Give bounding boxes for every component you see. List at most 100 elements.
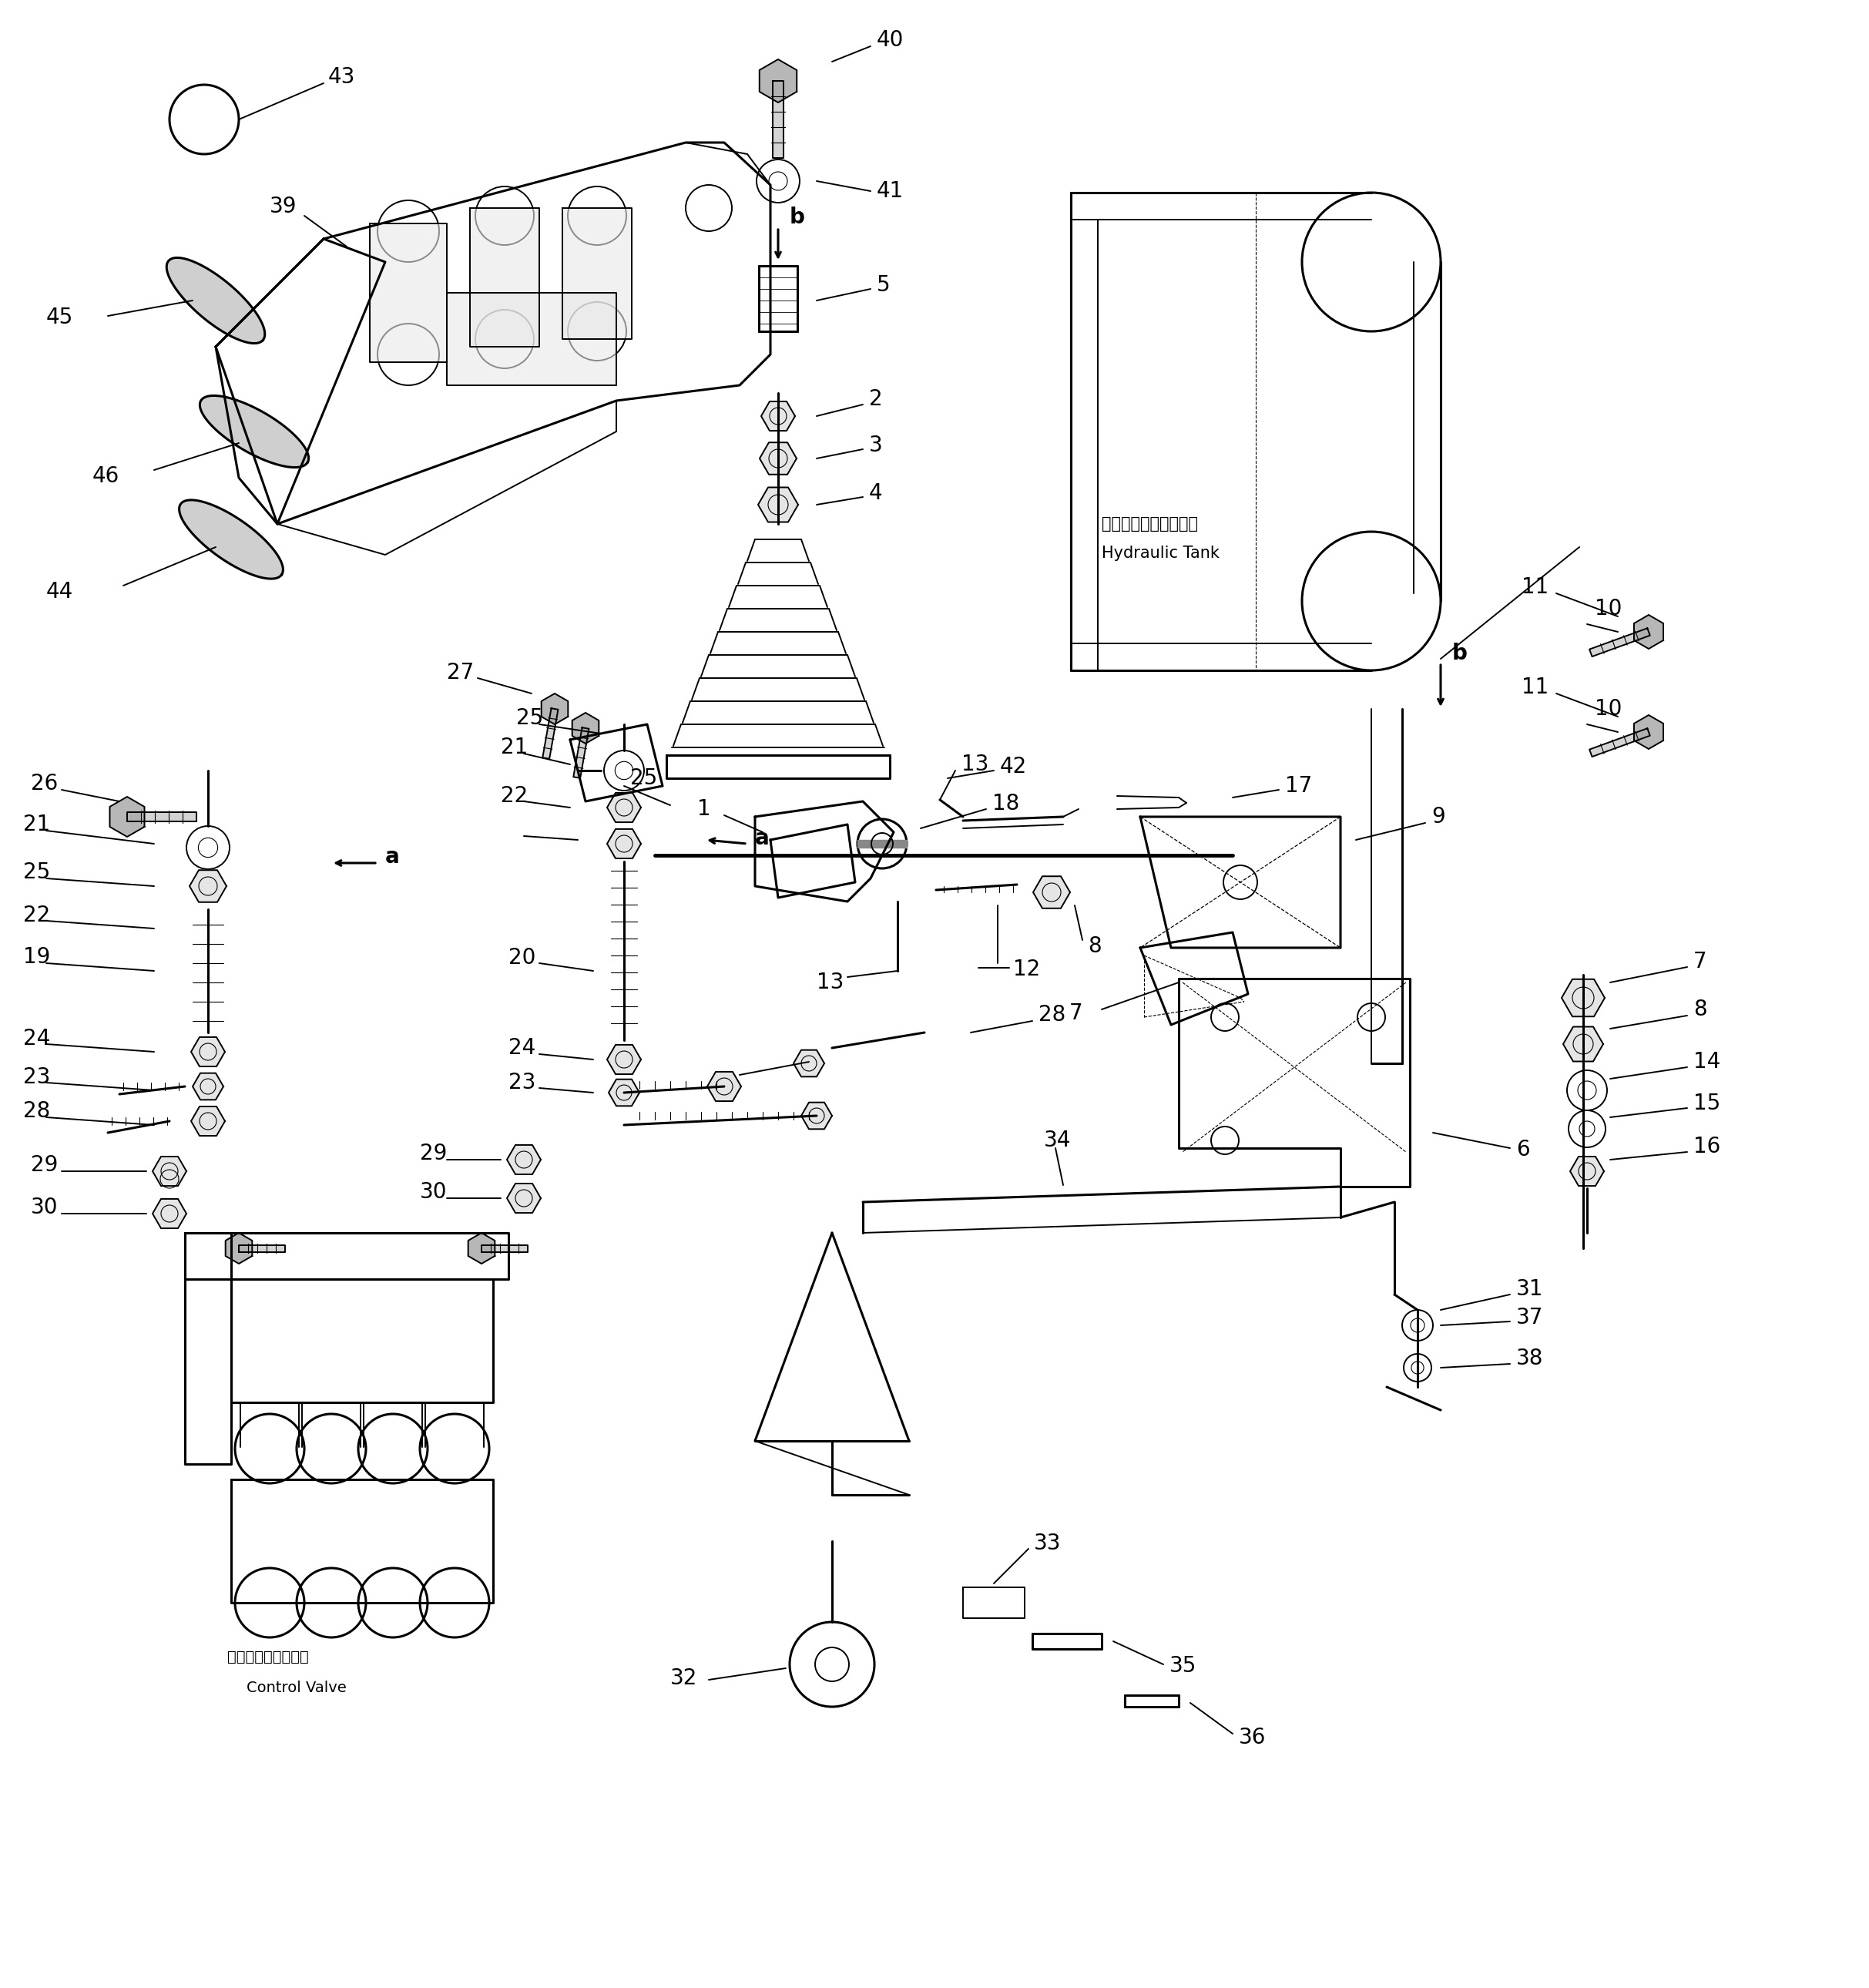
Text: 3: 3: [869, 435, 882, 455]
Text: 29: 29: [421, 1143, 447, 1165]
Text: 13: 13: [817, 972, 845, 994]
Polygon shape: [706, 1072, 742, 1101]
Text: 7: 7: [1069, 1002, 1082, 1024]
Text: 13: 13: [961, 753, 989, 775]
Text: 22: 22: [22, 905, 50, 926]
Polygon shape: [469, 209, 540, 346]
Text: 28: 28: [22, 1099, 50, 1121]
Text: 26: 26: [30, 773, 58, 795]
Text: 25: 25: [630, 767, 658, 789]
Text: 18: 18: [992, 793, 1019, 815]
Polygon shape: [193, 1074, 224, 1099]
Text: 1: 1: [697, 799, 710, 819]
Text: 40: 40: [877, 30, 905, 52]
Text: 41: 41: [877, 181, 905, 203]
Polygon shape: [153, 1157, 187, 1187]
Polygon shape: [574, 728, 589, 777]
Polygon shape: [110, 797, 144, 837]
Text: 8: 8: [1088, 936, 1101, 956]
Text: b: b: [791, 207, 806, 229]
Text: 23: 23: [22, 1066, 50, 1087]
Text: 29: 29: [30, 1155, 58, 1175]
Text: 36: 36: [1239, 1728, 1265, 1747]
Polygon shape: [609, 1079, 639, 1105]
Polygon shape: [607, 829, 641, 859]
Polygon shape: [1589, 728, 1650, 757]
Text: 39: 39: [269, 195, 297, 217]
Polygon shape: [607, 1046, 641, 1074]
Polygon shape: [542, 708, 559, 759]
Text: 32: 32: [671, 1668, 697, 1690]
Polygon shape: [239, 1244, 286, 1252]
Text: 5: 5: [877, 274, 890, 296]
Polygon shape: [858, 839, 906, 847]
Text: a: a: [755, 827, 770, 849]
Text: 35: 35: [1170, 1656, 1196, 1676]
Polygon shape: [759, 487, 798, 523]
Text: 6: 6: [1516, 1139, 1529, 1161]
Polygon shape: [506, 1145, 540, 1175]
Text: ハイドロリックタンク: ハイドロリックタンク: [1101, 517, 1198, 531]
Polygon shape: [759, 443, 796, 475]
Text: 27: 27: [447, 662, 475, 684]
Text: 45: 45: [47, 306, 73, 328]
Polygon shape: [802, 1103, 832, 1129]
Polygon shape: [607, 793, 641, 823]
Text: 21: 21: [501, 738, 527, 757]
Polygon shape: [506, 1183, 540, 1213]
Polygon shape: [1589, 628, 1650, 656]
Text: 30: 30: [421, 1181, 447, 1203]
Text: 25: 25: [516, 708, 544, 730]
Polygon shape: [759, 60, 796, 103]
Text: 11: 11: [1521, 577, 1549, 598]
Text: 14: 14: [1693, 1052, 1721, 1074]
Text: 22: 22: [501, 785, 527, 807]
Text: a: a: [385, 847, 400, 867]
Text: 44: 44: [47, 580, 73, 602]
Polygon shape: [482, 1244, 527, 1252]
Polygon shape: [761, 402, 794, 431]
Polygon shape: [127, 813, 196, 821]
Text: 42: 42: [1000, 755, 1028, 777]
Text: 37: 37: [1516, 1306, 1544, 1328]
Text: 11: 11: [1521, 676, 1549, 698]
Polygon shape: [1634, 716, 1663, 749]
Text: 8: 8: [1693, 998, 1706, 1020]
Text: 31: 31: [1516, 1278, 1544, 1300]
Polygon shape: [1634, 614, 1663, 648]
Text: コントロールバルブ: コントロールバルブ: [228, 1650, 308, 1664]
Polygon shape: [563, 209, 632, 340]
Polygon shape: [226, 1233, 252, 1264]
Text: 10: 10: [1594, 598, 1622, 620]
Text: 38: 38: [1516, 1348, 1544, 1370]
Text: 12: 12: [1013, 958, 1041, 980]
Text: 15: 15: [1693, 1093, 1721, 1113]
Polygon shape: [370, 223, 447, 362]
Polygon shape: [772, 82, 783, 157]
Text: 10: 10: [1594, 698, 1622, 720]
Polygon shape: [189, 871, 226, 903]
Polygon shape: [794, 1050, 824, 1077]
Polygon shape: [191, 1038, 224, 1066]
Polygon shape: [467, 1233, 495, 1264]
Polygon shape: [1562, 1026, 1604, 1062]
Polygon shape: [200, 396, 308, 467]
Text: 23: 23: [508, 1072, 536, 1093]
Text: 33: 33: [1034, 1533, 1062, 1555]
Text: 46: 46: [92, 465, 120, 487]
Text: 7: 7: [1693, 950, 1706, 972]
Polygon shape: [179, 501, 282, 579]
Polygon shape: [447, 292, 617, 386]
Text: 9: 9: [1432, 805, 1445, 827]
Polygon shape: [572, 714, 598, 744]
Text: 28: 28: [1039, 1004, 1065, 1026]
Text: Control Valve: Control Valve: [247, 1680, 346, 1696]
Text: 34: 34: [1045, 1129, 1071, 1151]
Text: 19: 19: [22, 946, 50, 968]
Text: 17: 17: [1286, 775, 1312, 797]
Text: 16: 16: [1693, 1135, 1721, 1157]
Text: 30: 30: [30, 1197, 58, 1219]
Polygon shape: [1562, 980, 1605, 1016]
Text: 20: 20: [508, 946, 536, 968]
Text: Hydraulic Tank: Hydraulic Tank: [1101, 545, 1219, 561]
